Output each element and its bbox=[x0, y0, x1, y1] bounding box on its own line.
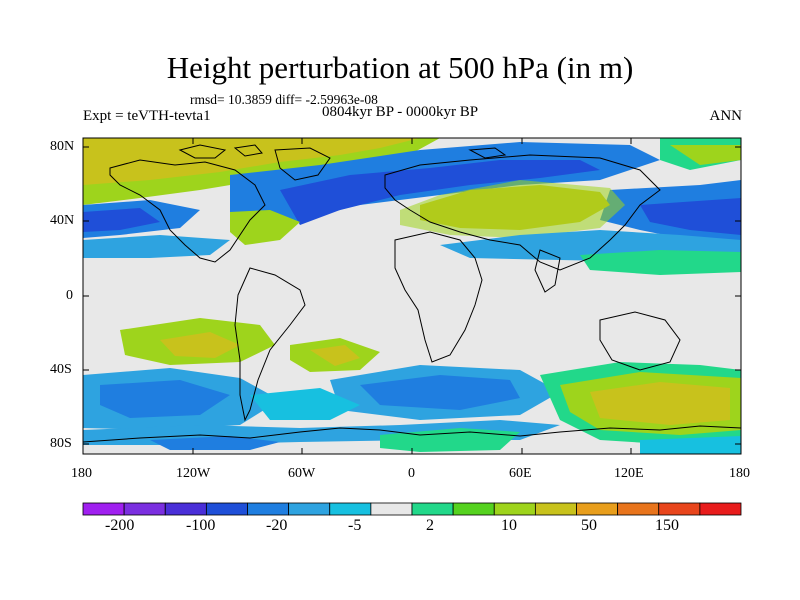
contour-southern-ocean-darkblue-central bbox=[360, 375, 520, 410]
period-label: 0804kyr BP - 0000kyr BP bbox=[321, 104, 479, 120]
coastline-africa bbox=[394, 231, 483, 363]
contour-fill-layer bbox=[83, 138, 741, 454]
colorbar-swatch bbox=[205, 502, 248, 516]
contour-eurasia-green bbox=[400, 180, 625, 238]
contour-southern-ocean-darkblue-west bbox=[100, 380, 230, 418]
colorbar-swatch bbox=[452, 502, 495, 516]
contour-antarctic-darkblue bbox=[150, 436, 280, 450]
axis-ticks bbox=[82, 138, 742, 454]
colorbar-swatch bbox=[288, 502, 331, 516]
colorbar-label-5: 2 bbox=[426, 517, 434, 534]
colorbar-swatch bbox=[534, 502, 577, 516]
colorbar bbox=[82, 502, 742, 516]
colorbar-swatch bbox=[164, 502, 207, 516]
coastlines bbox=[82, 144, 742, 443]
coastline-arctic-islands bbox=[178, 144, 507, 159]
lon-label-60w: 60W bbox=[288, 466, 316, 481]
colorbar-label-7: 50 bbox=[581, 517, 597, 534]
colorbar-swatch bbox=[82, 502, 125, 516]
coastline-south-america bbox=[234, 267, 306, 422]
contour-asia-darkblue bbox=[280, 160, 600, 225]
colorbar-label-8: 150 bbox=[655, 517, 679, 534]
colorbar-swatch bbox=[123, 502, 166, 516]
colorbar-swatch bbox=[617, 502, 660, 516]
lon-label-180e: 180 bbox=[729, 466, 750, 481]
coastline-antarctica bbox=[82, 425, 742, 443]
colorbar-swatch bbox=[247, 502, 290, 516]
colorbar-label-4: -5 bbox=[348, 517, 362, 534]
lat-label-80n: 80N bbox=[50, 139, 75, 154]
lat-label-40s: 40S bbox=[50, 362, 72, 377]
colorbar-swatch bbox=[699, 502, 742, 516]
colorbar-swatch bbox=[493, 502, 536, 516]
experiment-label: Expt = teVTH-tevta1 bbox=[83, 108, 211, 124]
colorbar-swatch bbox=[370, 502, 413, 516]
contour-indian-ocean-yellow bbox=[590, 382, 730, 425]
lon-label-120e: 120E bbox=[614, 466, 644, 481]
coastline-australia bbox=[599, 311, 681, 371]
coastline-north-america bbox=[109, 159, 266, 263]
colorbar-swatch bbox=[576, 502, 619, 516]
map-title: Height perturbation at 500 hPa (in m) bbox=[166, 50, 634, 85]
lat-label-0: 0 bbox=[66, 288, 73, 303]
lon-label-180w: 180 bbox=[71, 466, 92, 481]
lon-label-0: 0 bbox=[408, 466, 415, 481]
colorbar-swatch bbox=[411, 502, 454, 516]
colorbar-label-6: 10 bbox=[501, 517, 517, 534]
season-label: ANN bbox=[709, 108, 743, 124]
contour-south-atlantic-yellow bbox=[310, 345, 360, 366]
colorbar-label-2: -100 bbox=[186, 517, 216, 534]
contour-northpacific-darkblue bbox=[83, 208, 160, 232]
contour-south-atlantic-cyan bbox=[250, 388, 360, 420]
lon-label-120w: 120W bbox=[176, 466, 211, 481]
coastline-india bbox=[534, 249, 561, 293]
contour-pacific-east-darkblue bbox=[640, 198, 741, 235]
colorbar-swatch bbox=[329, 502, 372, 516]
lon-label-60e: 60E bbox=[509, 466, 532, 481]
stats-line: rmsd= 10.3859 diff= -2.59963e-08 bbox=[190, 92, 378, 107]
lat-label-80s: 80S bbox=[50, 436, 72, 451]
contour-south-pacific-yellow bbox=[160, 332, 240, 358]
coastline-greenland bbox=[274, 147, 331, 181]
contour-tropical-green-band bbox=[580, 250, 741, 275]
colorbar-label-1: -200 bbox=[105, 517, 135, 534]
colorbar-swatch bbox=[658, 502, 701, 516]
contour-atlantic-green bbox=[230, 210, 300, 245]
contour-nc-arctic-yellow bbox=[670, 145, 741, 165]
lat-label-40n: 40N bbox=[50, 213, 75, 228]
coastline-europe-asia bbox=[384, 154, 661, 271]
colorbar-label-3: -20 bbox=[266, 517, 288, 534]
contour-antarctic-east-cyan bbox=[640, 436, 741, 454]
